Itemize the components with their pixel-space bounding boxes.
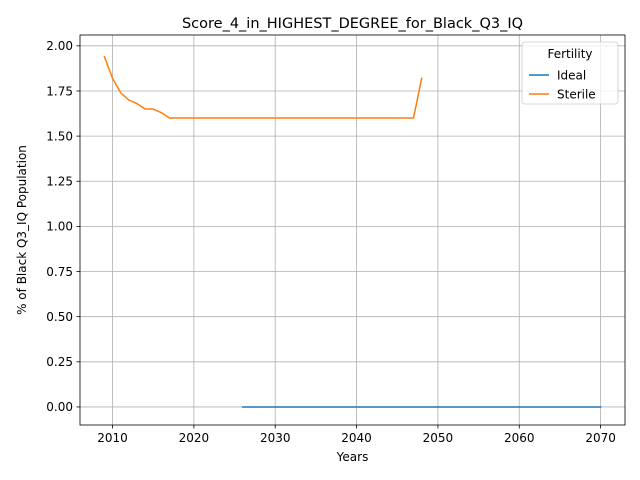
- legend-box: [521, 41, 619, 105]
- y-tick-label: 0.25: [46, 355, 73, 369]
- y-tick-label: 0.75: [46, 265, 73, 279]
- x-axis-label: Years: [336, 450, 369, 464]
- legend-label-sterile: Sterile: [557, 87, 596, 101]
- x-tick-label: 2050: [423, 431, 454, 445]
- plot-frame: [79, 34, 626, 426]
- x-tick-label: 2010: [97, 431, 128, 445]
- y-tick-label: 1.25: [46, 175, 73, 189]
- legend-title: Fertility: [547, 47, 592, 61]
- x-tick-label: 2020: [179, 431, 210, 445]
- y-tick-label: 0.00: [46, 400, 73, 414]
- y-axis: 0.00 0.25 0.50 0.75 1.00 1.25 1.50 1.75 2.00: [46, 39, 80, 414]
- series-line-sterile: [103, 55, 423, 119]
- y-tick-label: 0.50: [46, 310, 73, 324]
- y-tick-label: 2.00: [46, 39, 73, 53]
- y-axis-label: % of Black Q3_IQ Population: [15, 145, 29, 315]
- series-group: [103, 55, 602, 408]
- y-tick-label: 1.00: [46, 220, 73, 234]
- chart-title: Score_4_in_HIGHEST_DEGREE_for_Black_Q3_I…: [182, 16, 523, 32]
- x-tick-label: 2060: [504, 431, 535, 445]
- legend: Fertility Ideal Sterile: [521, 41, 619, 105]
- x-tick-label: 2030: [260, 431, 291, 445]
- y-tick-label: 1.75: [46, 84, 73, 98]
- x-axis: 2010 2020 2030 2040 2050 2060 2070: [97, 425, 616, 445]
- x-tick-label: 2070: [585, 431, 616, 445]
- x-tick-label: 2040: [341, 431, 372, 445]
- legend-label-ideal: Ideal: [557, 68, 586, 82]
- y-tick-label: 1.50: [46, 129, 73, 143]
